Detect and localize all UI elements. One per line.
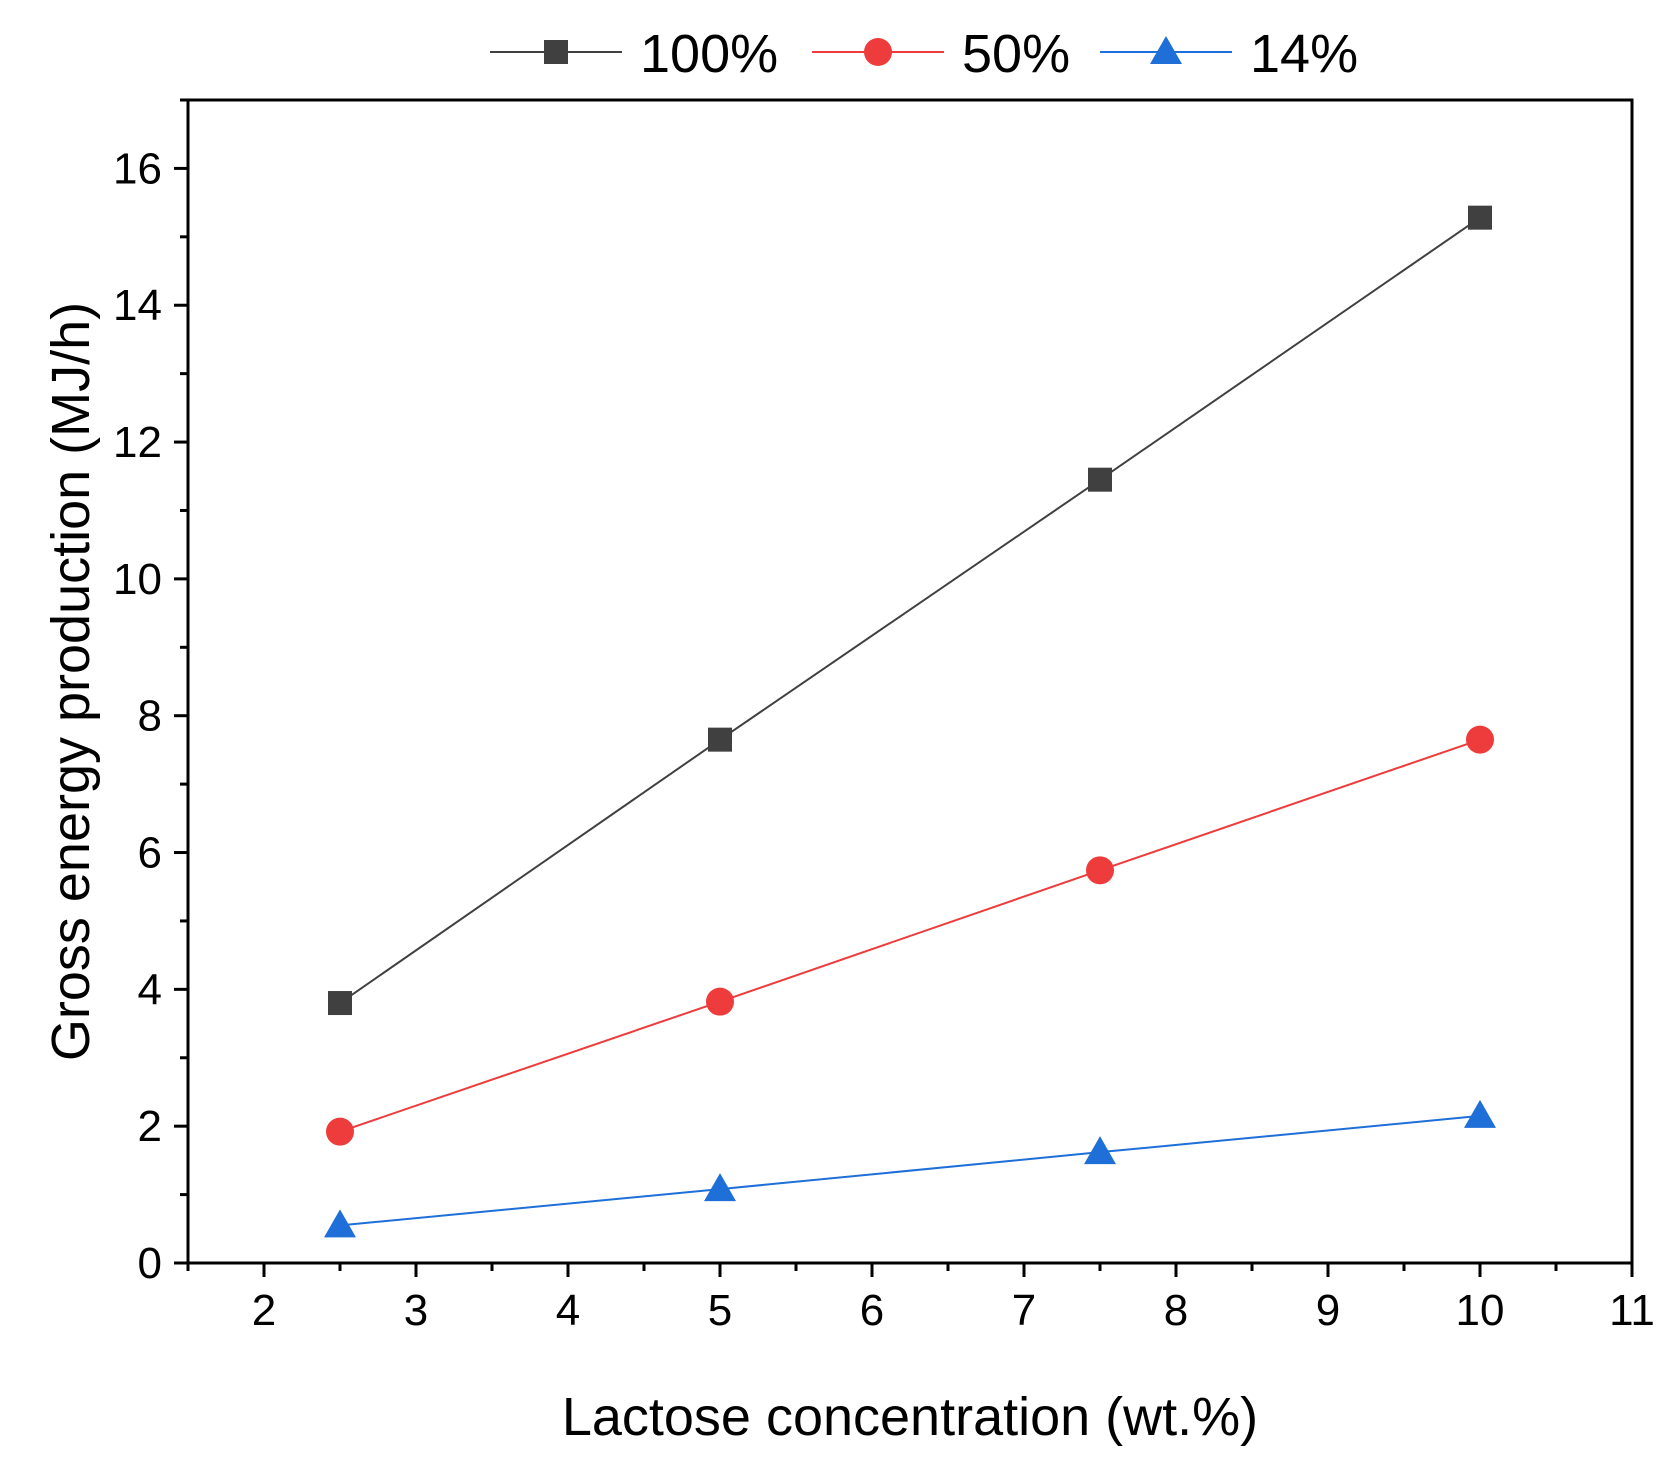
data-point — [706, 987, 734, 1016]
legend-label: 14% — [1250, 24, 1358, 84]
x-tick-label: 10 — [1456, 1286, 1505, 1335]
data-point — [328, 991, 352, 1016]
series-2 — [324, 1099, 1496, 1238]
series-1 — [326, 725, 1494, 1146]
series-line — [339, 1114, 1481, 1227]
data-point — [324, 1209, 356, 1238]
data-point — [326, 1117, 354, 1146]
data-point — [1086, 856, 1114, 885]
x-axis-title: Lactose concentration (wt.%) — [562, 1387, 1258, 1447]
data-point — [1084, 1136, 1116, 1165]
x-tick-label: 6 — [860, 1286, 884, 1335]
legend: 100% 50% 14% — [490, 24, 1358, 84]
data-point — [1468, 205, 1492, 230]
axis-tick-labels: 2 3 4 5 6 7 8 9 10 11 0 2 4 6 8 10 12 14 16 — [113, 144, 1655, 1335]
y-tick-label: 12 — [113, 418, 162, 467]
y-tick-label: 0 — [138, 1239, 162, 1288]
data-point — [1466, 725, 1494, 754]
y-tick-label: 4 — [138, 965, 162, 1014]
y-tick-label: 8 — [138, 692, 162, 741]
legend-label: 100% — [640, 24, 778, 84]
y-tick-label: 2 — [138, 1102, 162, 1151]
y-tick-label: 10 — [113, 555, 162, 604]
x-tick-label: 4 — [556, 1286, 580, 1335]
y-tick-label: 6 — [138, 829, 162, 878]
x-tick-label: 2 — [252, 1286, 276, 1335]
x-tick-label: 3 — [404, 1286, 428, 1335]
axis-ticks — [174, 98, 1634, 1277]
x-tick-label: 9 — [1316, 1286, 1340, 1335]
legend-item-2: 14% — [1100, 24, 1358, 84]
legend-marker — [544, 40, 568, 64]
x-tick-label: 7 — [1012, 1286, 1036, 1335]
legend-label: 50% — [962, 24, 1070, 84]
series-0 — [328, 205, 1492, 1016]
series-line — [339, 216, 1481, 1004]
data-point — [1088, 467, 1112, 492]
legend-item-1: 50% — [812, 24, 1070, 84]
series-line — [339, 738, 1481, 1133]
series-layer — [324, 205, 1496, 1238]
legend-marker — [1150, 36, 1182, 64]
y-tick-label: 16 — [113, 144, 162, 193]
data-point — [704, 1173, 736, 1202]
y-axis-title: Gross energy production (MJ/h) — [41, 302, 101, 1061]
x-tick-label: 8 — [1164, 1286, 1188, 1335]
legend-marker — [864, 38, 892, 66]
x-tick-label: 11 — [1609, 1286, 1655, 1335]
x-tick-label: 5 — [708, 1286, 732, 1335]
data-point — [1464, 1099, 1496, 1128]
legend-item-0: 100% — [490, 24, 778, 84]
y-tick-label: 14 — [113, 281, 162, 330]
plot-area — [186, 98, 1634, 1265]
plot-frame — [186, 98, 1634, 1265]
data-point — [708, 727, 732, 752]
